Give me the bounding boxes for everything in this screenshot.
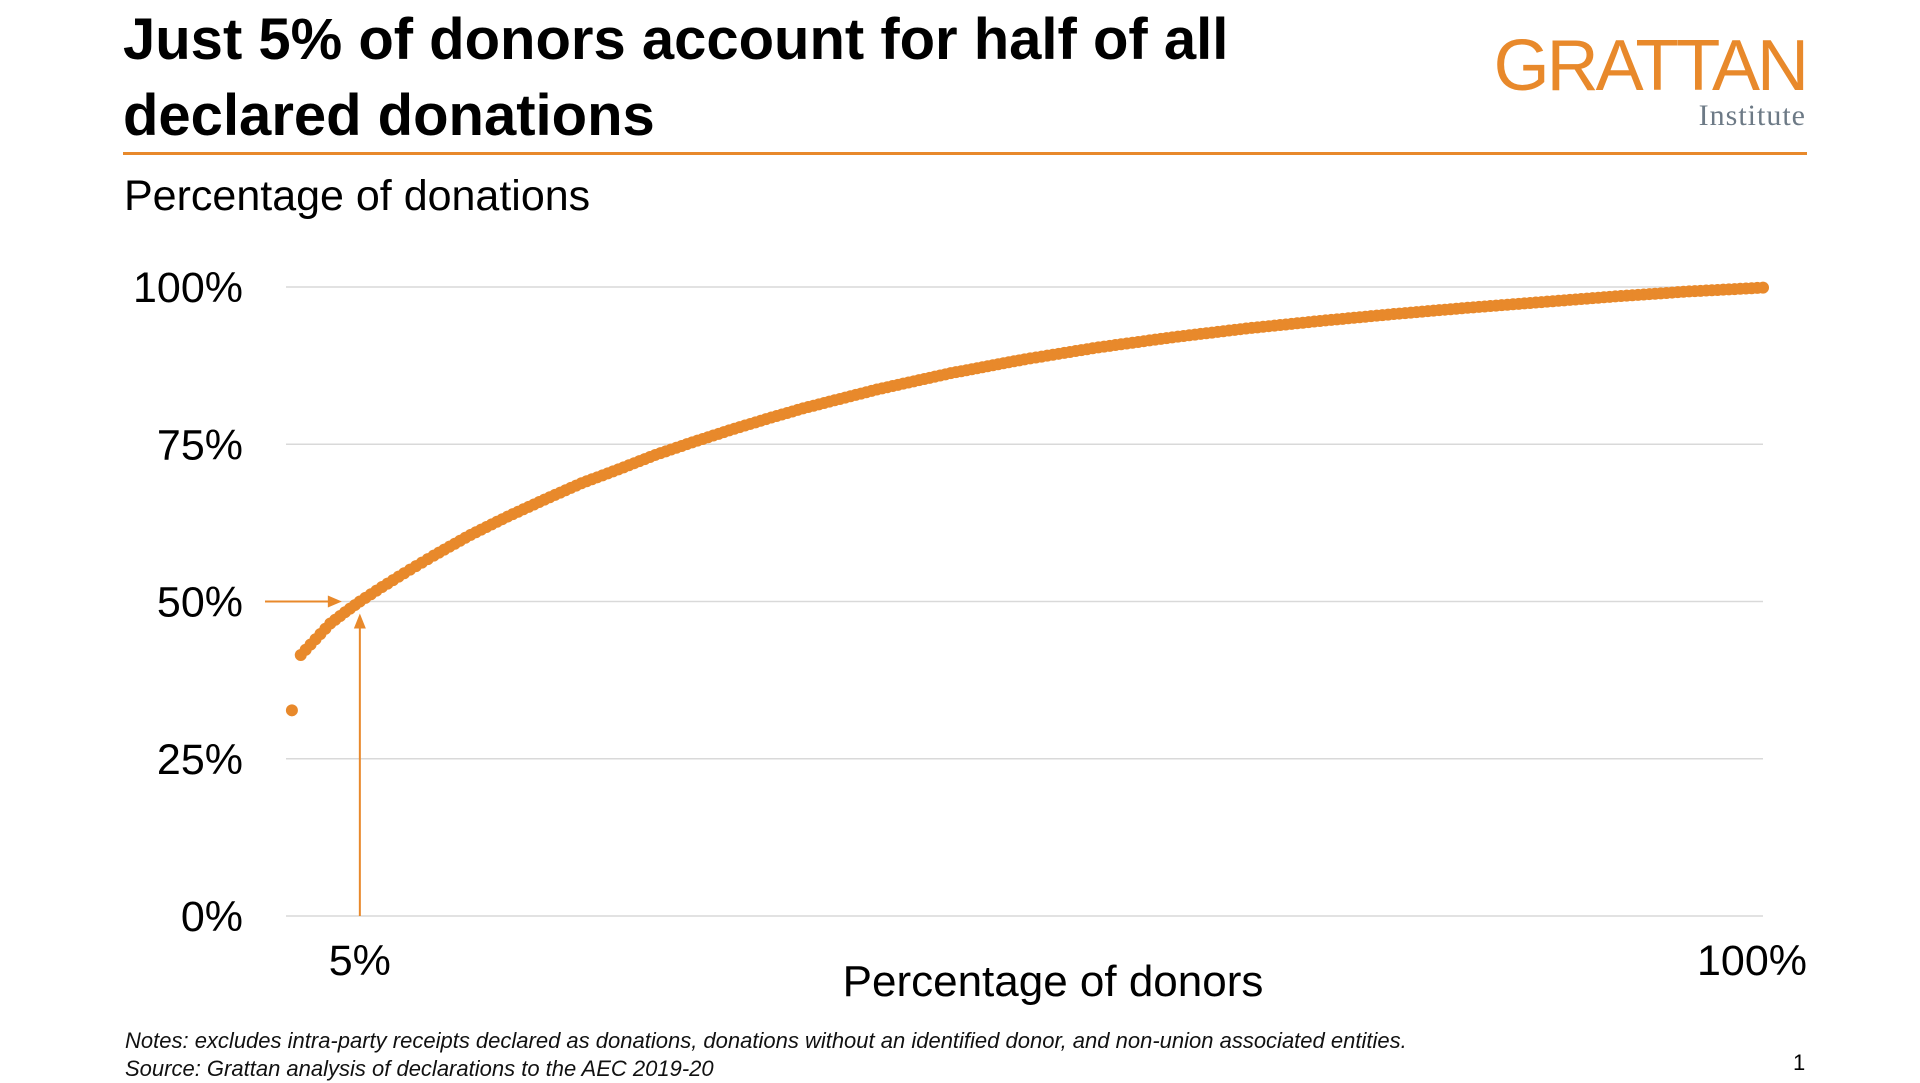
data-point (285, 704, 298, 717)
y-tick-label: 0% (181, 893, 243, 941)
arrowhead-right-icon (327, 595, 342, 608)
logo-subtext: Institute (1698, 99, 1806, 132)
y-tick-label: 100% (133, 264, 243, 312)
y-axis-title: Percentage of donations (124, 172, 591, 220)
notes-text: Notes: excludes intra-party receipts dec… (125, 1028, 1407, 1053)
source-text: Source: Grattan analysis of declarations… (125, 1056, 714, 1081)
chart-title: Just 5% of donors account for half of al… (123, 7, 1229, 148)
chart-notes: Notes: excludes intra-party receipts dec… (125, 1027, 1407, 1083)
page-number: 1 (1793, 1050, 1806, 1075)
y-tick-label: 25% (157, 736, 243, 784)
grattan-logo: GRATTAN Institute (1493, 26, 1809, 132)
x-tick-label: 100% (1697, 937, 1807, 985)
title-rule (123, 152, 1807, 155)
y-tick-label: 75% (157, 421, 243, 469)
logo-wordmark: GRATTAN (1493, 26, 1809, 106)
x-tick-label: 5% (329, 937, 391, 985)
arrowhead-up-icon (353, 613, 366, 629)
data-point (1757, 281, 1769, 294)
x-axis-title: Percentage of donors (843, 957, 1264, 1006)
y-tick-label: 50% (157, 579, 243, 627)
